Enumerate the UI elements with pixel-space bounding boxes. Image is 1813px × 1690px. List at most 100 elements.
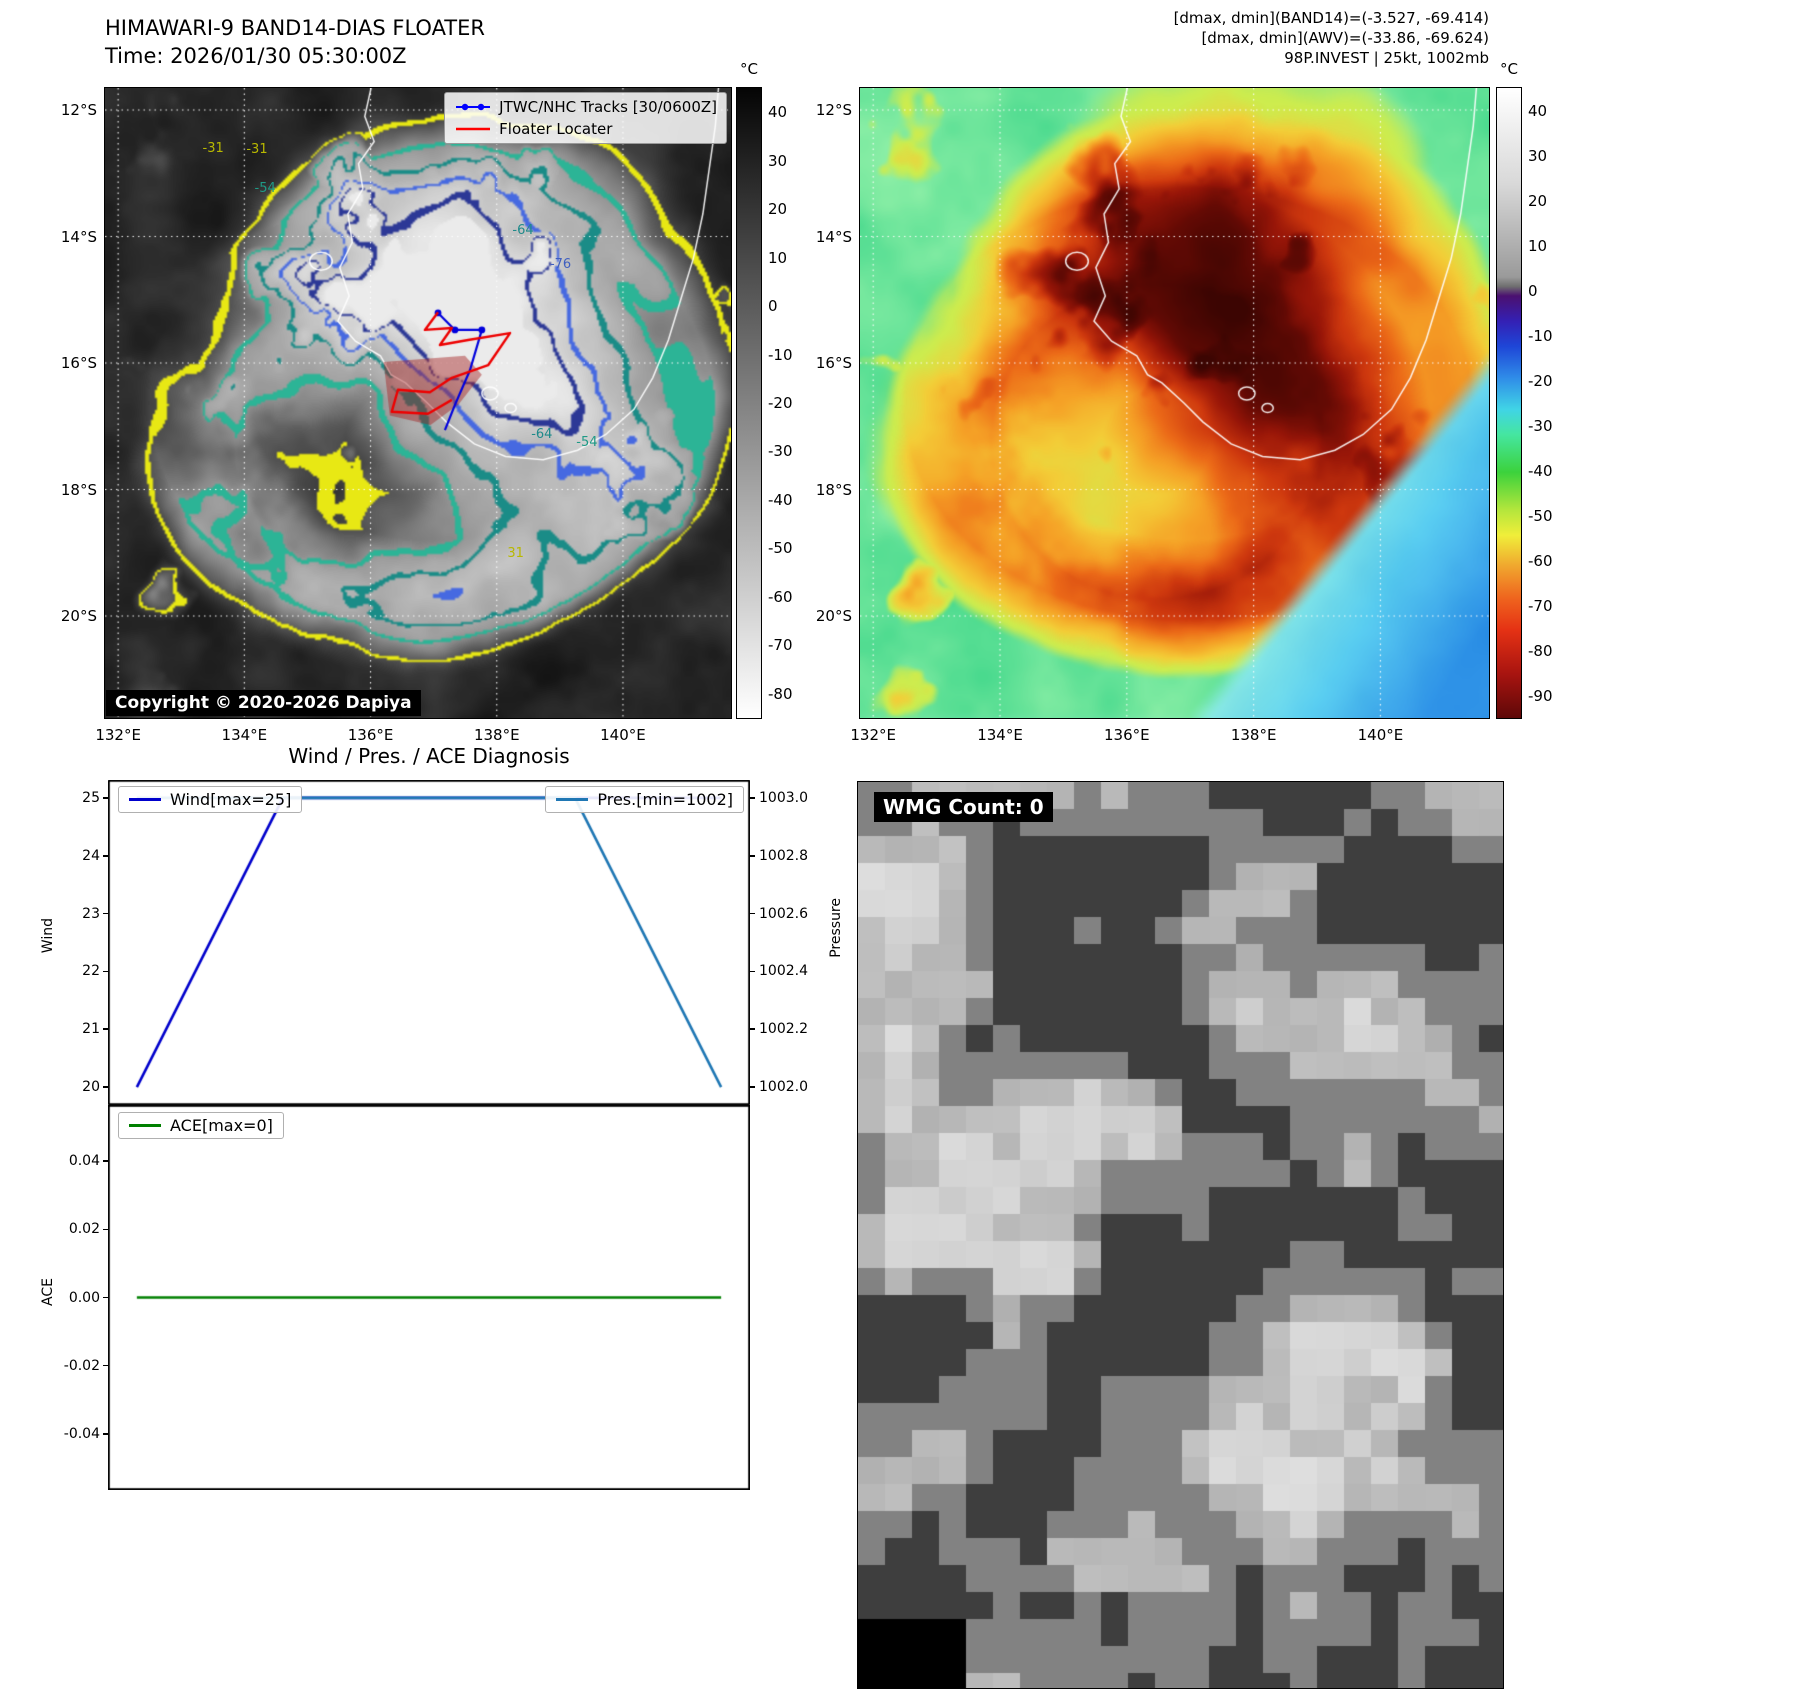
awv-lat-tick: 16°S [815,354,852,373]
contour-label: -54 [576,434,598,450]
tick-mark [103,1296,108,1299]
awv-lon-tick: 138°E [1230,726,1277,744]
wind-legend: Wind[max=25] [118,786,303,813]
contour-label: -31 [246,142,268,157]
pressure-legend-label: Pres.[min=1002] [597,790,733,809]
pressure-tick: 1002.2 [759,1021,808,1038]
map-legend-row-jtwc: JTWC/NHC Tracks [30/0600Z] [454,98,717,116]
awv-lat-tick: 18°S [815,480,852,499]
pressure-tick: 1003.0 [759,789,808,806]
wmg-mosaic-canvas [857,781,1504,1689]
pressure-axis-label: Pressure [828,898,844,958]
awv-colorbar-tick: -20 [1528,371,1553,390]
band14-colorbar [736,87,762,719]
awv-colorbar-tick: 0 [1528,281,1538,300]
tick-mark [103,1086,108,1088]
awv-lat-tick: 12°S [815,101,852,120]
contour-label: -64 [512,222,534,238]
floater-track-icon [456,127,491,131]
ace-tick: -0.02 [63,1357,100,1374]
wind-tick: 20 [82,1079,100,1096]
wind-tick: 22 [82,963,100,980]
tick-mark [103,797,108,799]
awv-lon-tick: 134°E [977,726,1023,744]
wind-tick: 23 [82,905,100,922]
band14-lon-tick: 140°E [600,726,646,744]
ace-tick: 0.02 [68,1221,100,1238]
wmg-count-badge: WMG Count: 0 [874,792,1053,822]
band14-lon-tick: 136°E [347,726,394,744]
awv-satellite-canvas [859,87,1490,719]
tick-mark [750,970,755,973]
band14-colorbar-tick: 10 [768,248,788,267]
contour-label: -76 [549,257,572,273]
pressure-tick: 1002.0 [759,1079,808,1096]
floater-track-label: Floater Locater [499,120,613,138]
awv-colorbar-tick: -90 [1528,686,1553,705]
awv-header-line-3: 98P.INVEST | 25kt, 1002mb [1284,49,1489,67]
ace-tick: 0.00 [68,1289,100,1306]
awv-lon-tick: 132°E [850,726,896,744]
awv-lat-tick: 14°S [815,227,852,246]
awv-colorbar-tick: -80 [1528,641,1553,660]
tick-mark [103,970,108,973]
pressure-tick: 1002.6 [759,905,808,922]
jtwc-track-icon [456,103,491,111]
tick-mark [750,912,755,915]
wind-tick: 24 [82,847,100,864]
band14-colorbar-unit: °C [740,60,758,78]
diagnosis-title: Wind / Pres. / ACE Diagnosis [288,744,570,768]
map-legend: JTWC/NHC Tracks [30/0600Z] Floater Locat… [444,92,727,144]
pressure-tick: 1002.8 [759,847,808,864]
tick-mark [103,1028,108,1031]
pressure-legend: Pres.[min=1002] [545,786,744,813]
band14-lat-tick: 16°S [60,354,97,373]
ace-legend: ACE[max=0] [118,1112,284,1139]
ace-chart-canvas [108,1105,750,1490]
band14-lon-tick: 134°E [221,726,268,744]
contour-label: 31 [507,546,524,562]
band14-colorbar-tick: -80 [768,684,793,703]
awv-lon-tick: 140°E [1357,726,1404,744]
tick-mark [103,1432,108,1435]
band14-colorbar-tick: -10 [768,345,793,364]
wind-tick: 25 [82,789,100,806]
band14-colorbar-tick: -60 [768,587,793,606]
awv-colorbar-tick: -40 [1528,461,1553,480]
band14-colorbar-tick: -40 [768,490,793,509]
band14-colorbar-tick: 20 [768,200,788,219]
band14-colorbar-tick: -70 [768,636,793,655]
awv-colorbar-tick: -70 [1528,596,1553,615]
band14-time: Time: 2026/01/30 05:30:00Z [105,44,407,68]
tick-mark [103,912,108,915]
tick-mark [103,854,108,857]
tick-mark [103,1160,108,1162]
wind-legend-label: Wind[max=25] [170,790,292,809]
tick-mark [750,1028,755,1031]
ace-legend-label: ACE[max=0] [170,1116,273,1135]
band14-colorbar-tick: -20 [768,394,793,412]
awv-colorbar-tick: 30 [1528,146,1548,165]
band14-colorbar-tick: 40 [768,103,788,122]
band14-title: HIMAWARI-9 BAND14-DIAS FLOATER [105,16,485,40]
contour-label: -54 [254,181,276,197]
wind-legend-line-icon [129,798,161,801]
band14-lat-tick: 18°S [60,480,97,499]
ace-tick: 0.04 [68,1153,100,1170]
wind-pressure-chart-canvas [108,780,750,1105]
band14-colorbar-tick: 0 [768,297,778,316]
awv-lon-tick: 136°E [1104,726,1150,744]
contour-label: -64 [531,426,553,442]
band14-colorbar-tick: 30 [768,151,788,170]
band14-lat-tick: 12°S [60,101,97,120]
tick-mark [103,1364,108,1367]
map-legend-row-floater: Floater Locater [454,120,717,138]
ace-tick: -0.04 [63,1425,100,1442]
copyright-badge: Copyright © 2020-2026 Dapiya [106,690,421,716]
tick-mark [750,1086,755,1088]
ace-legend-line-icon [129,1124,161,1127]
awv-colorbar-unit: °C [1500,60,1518,78]
band14-lon-tick: 138°E [473,726,520,744]
tick-mark [750,854,755,857]
